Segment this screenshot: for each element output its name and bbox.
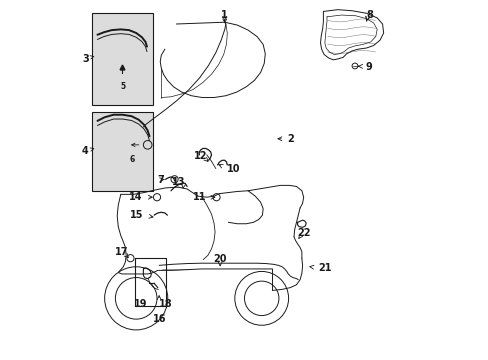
Text: 5: 5 [120,82,125,91]
Text: 22: 22 [296,228,310,238]
Text: 9: 9 [365,62,372,72]
Text: 12: 12 [194,150,207,161]
Text: 7: 7 [158,175,164,185]
Text: 4: 4 [82,145,89,156]
Text: 16: 16 [152,315,166,324]
Text: 19: 19 [133,299,147,309]
Text: 3: 3 [82,54,89,64]
Text: 2: 2 [287,134,294,144]
Circle shape [234,271,288,325]
Text: 6: 6 [130,155,135,164]
Text: 13: 13 [171,177,185,187]
Text: 15: 15 [130,210,143,220]
Text: 21: 21 [317,263,331,273]
Text: 14: 14 [128,192,142,202]
Text: 11: 11 [192,192,206,202]
Circle shape [104,267,167,330]
Text: 8: 8 [366,10,373,20]
Text: 20: 20 [213,254,226,264]
Text: 17: 17 [115,247,128,257]
Circle shape [244,281,278,316]
Bar [92,13,153,105]
Bar [92,112,153,191]
Text: 1: 1 [221,10,228,20]
Circle shape [115,278,157,319]
Polygon shape [297,220,305,227]
Polygon shape [143,268,151,279]
Text: 18: 18 [159,299,172,309]
Text: 10: 10 [227,163,240,174]
